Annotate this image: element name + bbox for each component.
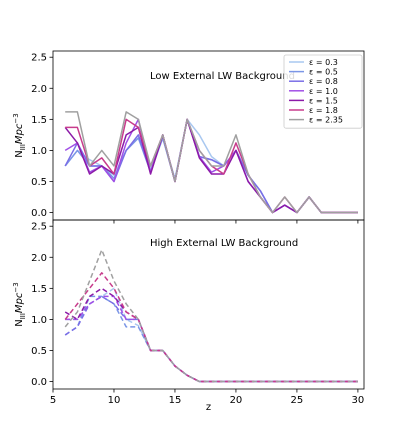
y-axis-label-unit: Mpc (14, 123, 25, 144)
y-tick-label: 0.5 (31, 177, 47, 188)
x-tick-label: 15 (169, 395, 182, 406)
y-tick-label: 2.5 (31, 222, 47, 233)
y-axis-label-sub: III (19, 313, 27, 319)
legend-entry: ε = 1.5 (309, 96, 338, 105)
legend: ε = 0.3ε = 0.5ε = 0.8ε = 1.0ε = 1.5ε = 1… (283, 54, 363, 129)
panel-annotation: Low External LW Background (150, 71, 295, 82)
y-tick-label: 0.0 (31, 208, 47, 219)
series-line (65, 287, 358, 383)
x-tick-label: 10 (108, 395, 121, 406)
series-line (64, 295, 358, 383)
panel-annotation: High External LW Background (150, 238, 298, 249)
x-axis-label: z (206, 402, 211, 413)
y-axis-label-sup: −3 (12, 282, 20, 292)
y-tick-label: 2.5 (31, 53, 47, 64)
y-axis-label-sub: III (19, 144, 27, 150)
legend-entry: ε = 0.5 (309, 68, 338, 77)
y-tick-label: 2.0 (31, 84, 47, 95)
series-line (65, 295, 358, 383)
y-axis-label-unit: Mpc (14, 292, 25, 313)
y-tick-label: 0.0 (31, 377, 47, 388)
x-tick-label: 30 (352, 395, 365, 406)
series-line (64, 295, 358, 383)
axes-frame (52, 219, 365, 390)
y-axis-label-base: N (14, 319, 25, 326)
y-axis-label: NIIIMpc−3 (12, 113, 27, 158)
x-tick-label: 20 (230, 395, 243, 406)
series-line (64, 287, 358, 383)
series-line (64, 249, 358, 383)
y-tick-label: 1.5 (31, 115, 47, 126)
x-tick-label: 5 (50, 395, 56, 406)
panel-bottom: 0.0 0.5 1.0 1.5 2.0 2.5 5 10 15 20 25 30 High Extern… (12, 219, 365, 406)
y-axis-label: NIIIMpc−3 (12, 282, 27, 327)
y-tick-label: 0.5 (31, 346, 47, 357)
y-axis-label-sup: −3 (12, 113, 20, 123)
legend-entry: ε = 1.8 (309, 106, 338, 115)
y-tick-label: 1.0 (31, 315, 47, 326)
y-tick-label: 1.5 (31, 284, 47, 295)
series-line (64, 272, 358, 383)
y-tick-label: 1.0 (31, 146, 47, 157)
panel-top: 0.0 0.5 1.0 1.5 2.0 2.5 Low External LW Backgr… (12, 50, 365, 224)
legend-entry: ε = 1.0 (309, 87, 338, 96)
legend-entry: ε = 2.35 (309, 116, 343, 125)
legend-entry: ε = 0.8 (309, 77, 338, 86)
series-line (65, 111, 358, 214)
x-tick-label: 25 (291, 395, 304, 406)
y-axis-label-base: N (14, 150, 25, 157)
y-tick-label: 2.0 (31, 253, 47, 264)
legend-entry: ε = 0.3 (309, 58, 338, 67)
